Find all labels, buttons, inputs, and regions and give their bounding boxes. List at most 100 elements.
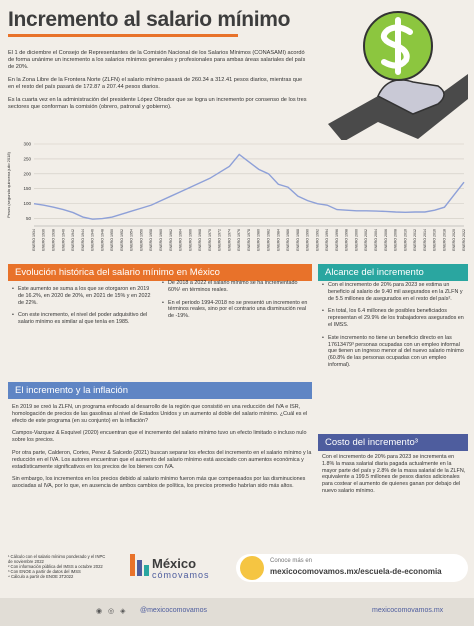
dollar-sign <box>380 17 413 75</box>
x-tick-label: ENERO 1980 <box>257 229 261 251</box>
y-tick-label: 200 <box>23 171 31 176</box>
x-tick-label: ENERO 2022 <box>462 229 466 251</box>
paragraph: ¹ Cálculo con el salario mínimo ponderad… <box>8 554 106 564</box>
x-tick-label: ENERO 1954 <box>130 229 134 251</box>
paragraph: Este aumento se suma a los que se otorga… <box>12 286 152 306</box>
promo-icon <box>240 556 264 580</box>
paragraph: En el periodo 1994-2018 no se presentó u… <box>162 300 308 320</box>
x-tick-label: ENERO 1960 <box>159 229 163 251</box>
x-tick-label: ENERO 1992 <box>315 229 319 251</box>
money-illustration <box>328 11 468 142</box>
x-tick-label: ENERO 1962 <box>169 229 173 251</box>
logo-bar <box>144 565 149 576</box>
x-tick-label: ENERO 2012 <box>413 229 417 251</box>
paragraph: Con este incremento, el nivel del poder … <box>12 312 152 326</box>
handle[interactable]: @mexicocomovamos <box>140 607 208 614</box>
y-tick-label: 150 <box>23 186 31 191</box>
section-header: Alcance del incremento <box>318 264 468 281</box>
x-tick-label: ENERO 2008 <box>394 229 398 251</box>
social-icons: ◉ ◎ ◈ <box>96 608 128 615</box>
y-tick-label: 100 <box>23 201 31 206</box>
paragraph: Es la cuarta vez en la administración de… <box>8 97 307 110</box>
x-tick-label: ENERO 2004 <box>374 229 378 251</box>
alcance-list: Con el incremento de 20% para 2023 se es… <box>322 282 466 375</box>
logo-bar <box>130 554 135 576</box>
x-tick-label: ENERO 2000 <box>354 229 358 251</box>
x-tick-label: ENERO 1968 <box>198 229 202 251</box>
logo-bottom: cómovamos <box>152 570 210 580</box>
section-header: El incremento y la inflación <box>8 382 312 399</box>
site[interactable]: mexicocomovamos.mx <box>372 607 444 614</box>
x-tick-label: ENERO 1938 <box>51 229 55 251</box>
x-tick-label: ENERO 1982 <box>266 229 270 251</box>
logo: México cómovamos <box>130 552 230 580</box>
section-header: Costo del incremento³ <box>318 434 468 451</box>
x-tick-label: ENERO 2020 <box>452 229 456 251</box>
x-tick-label: ENERO 1940 <box>61 229 65 251</box>
paragraph: Por otra parte, Calderon, Cortes, Perez … <box>12 449 312 470</box>
x-tick-label: ENERO 1984 <box>276 229 280 251</box>
y-tick-label: 250 <box>23 156 31 161</box>
costo-text: Con el incremento de 20% para 2023 se in… <box>322 454 466 494</box>
x-tick-label: ENERO 2016 <box>433 229 437 251</box>
x-tick-label: ENERO 1950 <box>110 229 114 251</box>
section-header: Evolución histórica del salario mínimo e… <box>8 264 312 281</box>
paragraph: Campos-Vazquez & Esquivel (2020) encuent… <box>12 430 307 444</box>
hand <box>377 79 445 115</box>
x-tick-label: ENERO 1978 <box>247 229 251 251</box>
x-tick-label: ENERO 1970 <box>208 229 212 251</box>
x-tick-label: ENERO 2006 <box>384 229 388 251</box>
x-tick-label: ENERO 1934 <box>32 229 36 251</box>
x-tick-label: ENERO 1946 <box>91 229 95 251</box>
paragraph: Con el incremento de 20% para 2023 se es… <box>322 282 466 302</box>
evolucion-right: De 2018 a 2022 el salario mínimo se ha i… <box>162 280 308 326</box>
x-tick-label: ENERO 2002 <box>364 229 368 251</box>
x-tick-label: ENERO 1974 <box>227 229 231 251</box>
footer: ◉ ◎ ◈ @mexicocomovamos mexicocomovamos.m… <box>0 598 474 626</box>
promo-url[interactable]: mexicocomovamos.mx/escuela-de-economia <box>270 567 442 576</box>
x-tick-label: ENERO 1944 <box>81 229 85 251</box>
x-tick-label: ENERO 1990 <box>306 229 310 251</box>
x-tick-label: ENERO 1942 <box>71 229 75 251</box>
x-tick-label: ENERO 1964 <box>179 229 183 251</box>
paragraph: ⁴ Cálculo a partir de ENOE 3T2022 <box>8 574 74 579</box>
chart: Pesos (segunda quincena julio 2018) 50 100… <box>4 140 470 262</box>
x-tick-label: ENERO 1986 <box>286 229 290 251</box>
y-tick-label: 50 <box>26 216 32 221</box>
intro: El 1 de diciembre el Consejo de Represen… <box>8 50 308 117</box>
paragraph: ³ Con ENOE a partir de datos del IMSS <box>8 569 81 574</box>
x-tick-label: ENERO 2010 <box>403 229 407 251</box>
inflacion-text: En 2019 se creó la ZLFN, un programa enf… <box>12 404 312 496</box>
title-underline <box>8 34 238 37</box>
chart-bg <box>4 140 470 262</box>
paragraph: En la Zona Libre de la Frontera Norte (Z… <box>8 77 303 90</box>
x-tick-label: ENERO 1948 <box>100 229 104 251</box>
x-tick-label: ENERO 1976 <box>237 229 241 251</box>
paragraph: El 1 de diciembre el Consejo de Represen… <box>8 50 306 70</box>
title: Incremento al salario mínimo <box>8 8 291 31</box>
x-tick-label: ENERO 1958 <box>149 229 153 251</box>
x-tick-label: ENERO 1972 <box>218 229 222 251</box>
promo-lead: Conoce más en <box>270 558 313 564</box>
y-axis-label: Pesos (segunda quincena julio 2018) <box>6 151 11 217</box>
x-tick-label: ENERO 1988 <box>296 229 300 251</box>
paragraph: Este incremento no tiene un beneficio di… <box>322 335 466 369</box>
x-tick-label: ENERO 1952 <box>120 229 124 251</box>
x-tick-label: ENERO 2014 <box>423 229 427 251</box>
hand-sleeve <box>328 74 468 142</box>
x-tick-label: ENERO 1956 <box>139 229 143 251</box>
x-tick-label: ENERO 1966 <box>188 229 192 251</box>
x-tick-label: ENERO 2018 <box>442 229 446 251</box>
paragraph: ² Con información pública del IMSS a oct… <box>8 564 103 569</box>
paragraph: De 2018 a 2022 el salario mínimo se ha i… <box>162 280 308 294</box>
data-line <box>33 153 465 220</box>
x-tick-label: ENERO 1994 <box>325 229 329 251</box>
y-tick-label: 300 <box>23 142 31 147</box>
paragraph: En total, los 6.4 millones de posibles b… <box>322 308 466 328</box>
x-tick-label: ENERO 1996 <box>335 229 339 251</box>
promo-box: Conoce más en mexicocomovamos.mx/escuela… <box>236 554 468 582</box>
evolucion-left: Este aumento se suma a los que se otorga… <box>12 286 152 332</box>
x-tick-label: ENERO 1936 <box>42 229 46 251</box>
logo-top: México <box>152 556 197 571</box>
